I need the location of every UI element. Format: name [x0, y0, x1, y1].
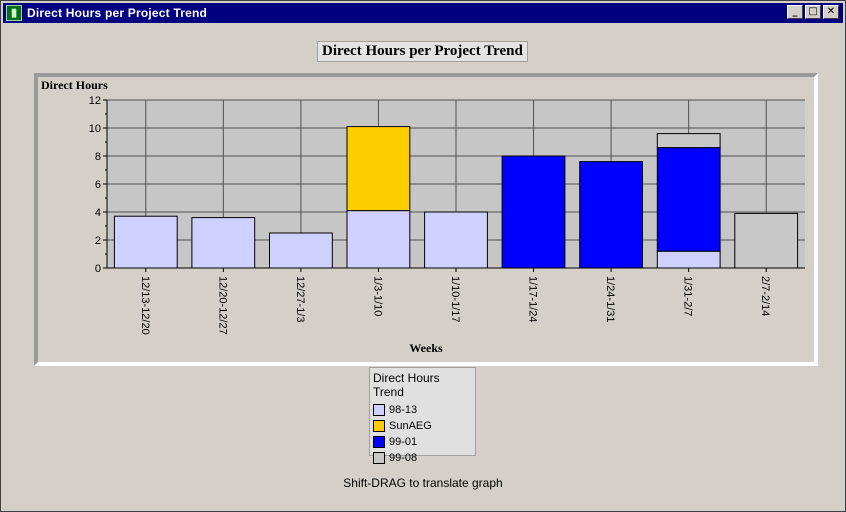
x-tick-label: 1/10-1/17 — [449, 276, 461, 322]
close-icon[interactable]: ✕ — [823, 5, 839, 19]
legend-item: 98-13 — [373, 402, 472, 418]
legend-title: Direct Hours Trend — [373, 371, 440, 399]
x-tick-label: 1/17-1/24 — [527, 276, 539, 322]
app-icon: ▮ — [6, 5, 22, 21]
x-tick-label: 12/20-12/27 — [216, 276, 228, 335]
window-controls: _ □ ✕ — [787, 5, 839, 19]
chart-title: Direct Hours per Project Trend — [317, 41, 528, 62]
y-tick-label: 4 — [95, 207, 101, 219]
minimize-icon[interactable]: _ — [787, 5, 803, 19]
x-tick-label: 12/13-12/20 — [139, 276, 151, 335]
y-axis-label: Direct Hours — [41, 78, 108, 92]
bar-segment — [656, 133, 721, 149]
maximize-icon[interactable]: □ — [805, 5, 821, 19]
bar-segment — [191, 217, 256, 269]
legend-item: 99-08 — [373, 450, 472, 466]
legend: Direct Hours Trend 98-13 SunAEG 99-01 99… — [369, 367, 476, 464]
legend-swatch — [373, 436, 385, 448]
x-tick-label: 12/27-1/3 — [294, 276, 306, 322]
legend-label: 99-01 — [389, 436, 418, 448]
bar-segment — [113, 215, 178, 269]
status-hint: Shift-DRAG to translate graph — [343, 476, 503, 490]
x-tick-label: 1/31-2/7 — [682, 276, 694, 316]
x-axis-label: Weeks — [409, 341, 443, 355]
bar-segment — [346, 126, 411, 212]
legend-label: 99-08 — [389, 452, 418, 464]
bar-segment — [656, 147, 721, 252]
y-tick-label: 8 — [95, 151, 101, 163]
chart-panel: Direct Hours per Project Trend Direct Ho… — [3, 24, 843, 509]
y-tick-label: 2 — [95, 235, 101, 247]
legend-item: SunAEG — [373, 418, 472, 434]
x-tick-label: 1/3-1/10 — [371, 276, 383, 316]
bar-segment — [269, 232, 333, 269]
chart-svg[interactable]: Direct Hours 0 2 4 6 8 10 12 12/13-12/20 12/20-12… — [38, 77, 814, 362]
legend-swatch — [373, 404, 385, 416]
x-tick-label: 1/24-1/31 — [604, 276, 616, 322]
title-bar[interactable]: ▮ Direct Hours per Project Trend _ □ ✕ — [3, 3, 843, 23]
y-tick-label: 0 — [95, 263, 101, 275]
legend-swatch — [373, 452, 385, 464]
legend-label: 98-13 — [389, 404, 418, 416]
window-title: Direct Hours per Project Trend — [27, 6, 208, 20]
bar-segment — [656, 250, 721, 269]
bar-segment — [424, 211, 488, 269]
legend-item: 99-01 — [373, 434, 472, 450]
bar-segment — [734, 212, 799, 269]
y-tick-label: 12 — [89, 95, 101, 107]
bar-segment — [579, 161, 644, 269]
legend-label: SunAEG — [389, 420, 432, 432]
x-tick-label: 2/7-2/14 — [759, 276, 771, 316]
y-tick-label: 10 — [89, 123, 101, 135]
bar-segment — [501, 155, 566, 269]
legend-swatch — [373, 420, 385, 432]
plot-frame[interactable]: Direct Hours 0 2 4 6 8 10 12 12/13-12/20 12/20-12… — [34, 73, 818, 366]
bar-segment — [346, 210, 411, 269]
y-tick-label: 6 — [95, 179, 101, 191]
